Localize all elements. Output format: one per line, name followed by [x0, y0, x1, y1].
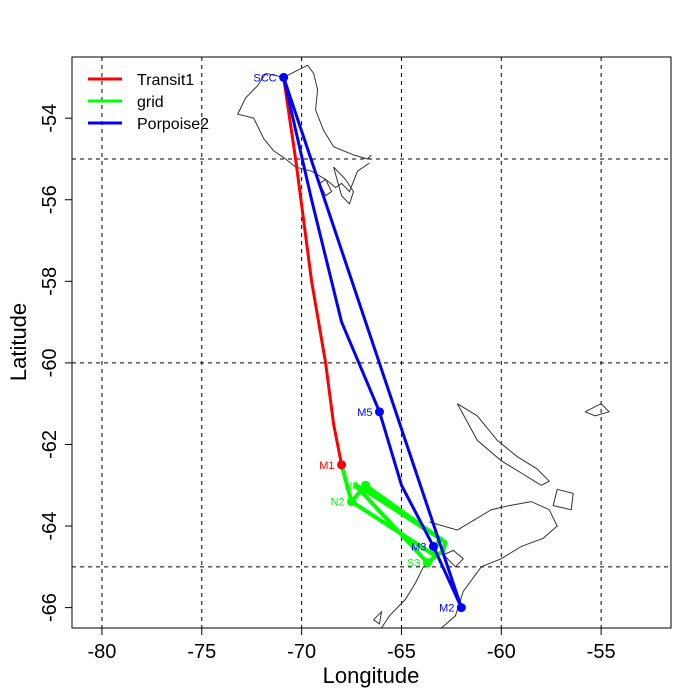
y-axis-title: Latitude	[6, 303, 31, 381]
point-n2	[347, 497, 357, 507]
point-s3	[422, 558, 432, 568]
coastline-9	[443, 549, 465, 568]
y-tick-label-6: -66	[39, 593, 61, 622]
coastline-5	[552, 488, 574, 511]
x-tick-label-1: -75	[187, 641, 216, 663]
x-tick-label-5: -55	[587, 641, 616, 663]
legend-label-porpoise2: Porpoise2	[137, 116, 209, 133]
y-tick-label-5: -64	[39, 512, 61, 541]
coastline-1	[236, 73, 370, 193]
point-label-n2: N2	[330, 497, 344, 509]
x-axis-title: Longitude	[323, 663, 420, 688]
point-m5	[374, 407, 384, 417]
y-axis: -54 -56 -58 -60 -62 -64 -66	[39, 104, 72, 622]
point-label-m3: M3	[411, 541, 426, 553]
x-tick-label-3: -65	[387, 641, 416, 663]
coastline-0	[265, 64, 372, 160]
y-tick-label-2: -58	[39, 267, 61, 296]
point-n8	[361, 480, 371, 490]
series-transit1-line	[282, 75, 344, 467]
point-label-scc: SCC	[253, 72, 276, 84]
x-tick-label-2: -70	[287, 641, 316, 663]
point-m2	[456, 603, 466, 613]
legend-label-grid: grid	[137, 94, 164, 111]
y-tick-label-0: -54	[39, 104, 61, 133]
point-label-s3: S3	[407, 558, 420, 570]
coastline-7	[429, 501, 558, 628]
coastline-2	[333, 166, 355, 205]
y-tick-label-1: -56	[39, 185, 61, 214]
plot-frame	[71, 56, 672, 629]
coastline-3	[319, 178, 333, 197]
legend-label-transit1: Transit1	[137, 72, 194, 89]
point-m1	[337, 460, 347, 470]
point-label-m5: M5	[357, 407, 372, 419]
point-scc	[279, 72, 289, 82]
point-m3	[428, 541, 438, 551]
series-porpoise2-line	[282, 75, 463, 610]
x-tick-label-4: -60	[487, 641, 516, 663]
x-axis: -80 -75 -70 -65 -60 -55	[87, 628, 616, 663]
legend: Transit1 grid Porpoise2	[88, 72, 209, 133]
y-tick-label-4: -62	[39, 430, 61, 459]
point-label-m2: M2	[439, 603, 454, 615]
coastline-10	[373, 610, 383, 625]
point-label-n8: N8	[344, 480, 358, 492]
y-tick-label-3: -60	[39, 348, 61, 377]
coastline-6	[584, 403, 611, 417]
coastline-4	[456, 403, 551, 486]
point-label-m1: M1	[319, 460, 334, 472]
x-tick-label-0: -80	[87, 641, 116, 663]
